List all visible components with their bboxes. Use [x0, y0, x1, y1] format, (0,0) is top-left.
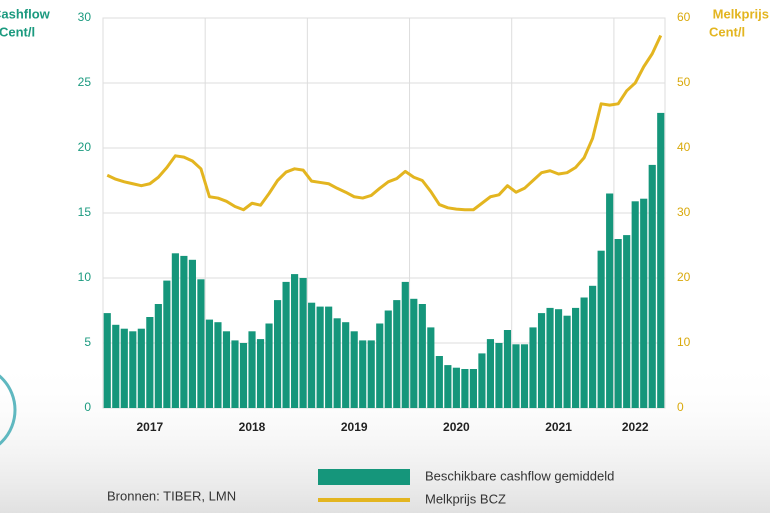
bar — [614, 239, 622, 408]
bar — [546, 307, 554, 408]
bar — [273, 300, 282, 408]
bar — [469, 369, 477, 408]
bar — [325, 306, 333, 408]
bar — [137, 328, 145, 408]
x-tick-label: 2022 — [622, 420, 649, 434]
x-tick-label: 2020 — [443, 420, 470, 434]
legend-label: Beschikbare cashflow gemiddeld — [425, 468, 614, 483]
y-tick-label: 10 — [78, 270, 92, 284]
bar — [163, 280, 171, 408]
bar — [495, 343, 503, 408]
bar — [146, 317, 154, 408]
bar — [308, 302, 316, 408]
bar — [120, 328, 128, 408]
bar — [248, 331, 256, 408]
bar — [222, 331, 231, 408]
bar — [520, 344, 529, 408]
bar — [427, 327, 435, 408]
bar — [214, 322, 222, 408]
y-tick-label: 5 — [84, 335, 91, 349]
y-title: Cent/l — [0, 24, 35, 39]
bar — [350, 331, 358, 408]
bar — [657, 112, 665, 409]
y2-tick-label: 30 — [677, 205, 691, 219]
bar — [231, 340, 239, 408]
y-tick-label: 15 — [78, 205, 92, 219]
bar — [529, 327, 537, 408]
bar — [367, 340, 375, 408]
y2-title: Cent/l — [709, 24, 745, 39]
bar — [572, 307, 580, 408]
x-tick-label: 2019 — [341, 420, 368, 434]
source: Bronnen: TIBER, LMN — [107, 488, 236, 503]
bar — [188, 259, 196, 408]
bar — [205, 319, 214, 408]
bar — [631, 201, 639, 408]
bar — [648, 164, 656, 408]
bar — [606, 193, 614, 408]
bar — [154, 304, 162, 408]
bar — [265, 323, 273, 408]
bar — [478, 353, 486, 408]
line — [106, 34, 663, 212]
bar — [112, 324, 120, 408]
y-title: Cashflow — [0, 6, 51, 21]
bar — [103, 313, 111, 408]
bar — [435, 356, 443, 408]
y2-tick-label: 50 — [677, 75, 691, 89]
bar — [180, 255, 188, 408]
bar — [129, 331, 137, 408]
bar — [537, 313, 546, 408]
bar — [239, 343, 248, 408]
bar — [580, 297, 588, 408]
bar — [503, 330, 512, 408]
bar — [291, 274, 299, 408]
y-tick-label: 20 — [78, 140, 92, 154]
y2-tick-label: 40 — [677, 140, 691, 154]
y2-tick-label: 0 — [677, 400, 684, 414]
bar — [418, 304, 426, 408]
x-tick-label: 2017 — [136, 420, 163, 434]
bar — [384, 310, 392, 408]
bar — [554, 309, 563, 408]
bar — [197, 279, 205, 408]
bar — [376, 323, 384, 408]
bar — [171, 253, 179, 408]
legend-label: Melkprijs BCZ — [425, 491, 506, 506]
legend-swatch — [318, 469, 410, 485]
bar — [410, 298, 418, 408]
bar — [359, 340, 367, 408]
bar — [401, 281, 409, 408]
bar — [342, 322, 350, 408]
bar — [623, 235, 631, 408]
x-tick-label: 2018 — [239, 420, 266, 434]
y-tick-label: 25 — [78, 75, 92, 89]
bar — [444, 365, 452, 408]
bar — [461, 369, 469, 408]
bar — [589, 285, 597, 408]
bar — [486, 339, 495, 408]
bar — [452, 367, 460, 408]
y-tick-label: 0 — [84, 400, 91, 414]
bar — [282, 281, 290, 408]
bar — [393, 300, 401, 408]
y2-tick-label: 20 — [677, 270, 691, 284]
y2-tick-label: 60 — [677, 10, 691, 24]
x-tick-label: 2021 — [545, 420, 572, 434]
decor-circle — [0, 374, 17, 446]
bar — [563, 315, 571, 408]
bar — [597, 250, 605, 408]
y-tick-label: 30 — [78, 10, 92, 24]
bar — [333, 318, 341, 408]
bar — [512, 344, 520, 408]
bar — [256, 339, 265, 408]
y2-title: Melkprijs — [713, 6, 769, 21]
y2-tick-label: 10 — [677, 335, 691, 349]
bar — [640, 198, 648, 408]
bar — [299, 278, 307, 408]
bar — [316, 306, 324, 408]
